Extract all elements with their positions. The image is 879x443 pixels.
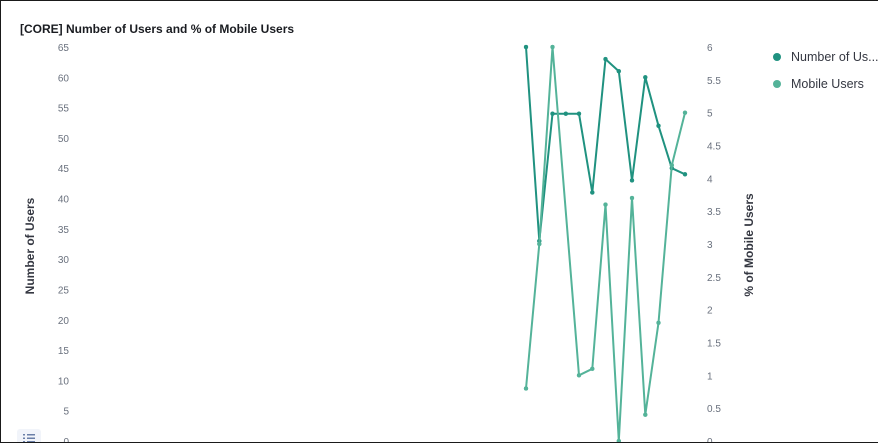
- data-point[interactable]: [604, 57, 608, 61]
- left-axis-ticks: 0 5 10 15 20 25 30 35 40 45 50 55 60 65: [58, 43, 70, 443]
- data-point[interactable]: [551, 112, 555, 116]
- right-axis-ticks: 0 0.5 1 1.5 2 2.5 3 3.5 4 4.5 5 5.5 6: [707, 43, 721, 443]
- data-point[interactable]: [657, 124, 661, 128]
- data-point[interactable]: [670, 163, 674, 167]
- data-point[interactable]: [537, 242, 541, 246]
- data-point[interactable]: [683, 172, 687, 176]
- right-tick-label: 1.5: [707, 339, 721, 350]
- series-line-mobile-users: [526, 47, 685, 441]
- right-tick-label: 0: [707, 437, 713, 443]
- right-tick-label: 6: [707, 43, 713, 54]
- data-point[interactable]: [590, 191, 594, 195]
- left-tick-label: 20: [58, 316, 70, 327]
- left-axis-title: Number of Users: [23, 197, 37, 294]
- right-tick-label: 2.5: [707, 273, 721, 284]
- data-point[interactable]: [524, 45, 528, 49]
- left-tick-label: 65: [58, 43, 70, 54]
- right-tick-label: 4: [707, 174, 713, 185]
- data-point[interactable]: [643, 413, 647, 417]
- right-tick-label: 1: [707, 371, 713, 382]
- data-point[interactable]: [577, 112, 581, 116]
- data-point[interactable]: [630, 196, 634, 200]
- left-tick-label: 45: [58, 164, 70, 175]
- data-point[interactable]: [577, 373, 581, 377]
- data-point[interactable]: [617, 439, 621, 443]
- data-point[interactable]: [683, 111, 687, 115]
- right-tick-label: 5: [707, 109, 713, 120]
- left-tick-label: 60: [58, 73, 70, 84]
- right-tick-label: 5.5: [707, 76, 721, 87]
- right-tick-label: 3: [707, 240, 713, 251]
- left-tick-label: 35: [58, 225, 70, 236]
- data-point[interactable]: [643, 75, 647, 79]
- left-tick-label: 40: [58, 195, 70, 206]
- list-icon: [23, 433, 35, 443]
- left-tick-label: 15: [58, 346, 70, 357]
- right-tick-label: 4.5: [707, 142, 721, 153]
- data-point[interactable]: [604, 203, 608, 207]
- data-point[interactable]: [657, 321, 661, 325]
- right-tick-label: 2: [707, 306, 713, 317]
- data-point[interactable]: [630, 178, 634, 182]
- legend-item-mobile-users[interactable]: Mobile Users: [773, 74, 878, 94]
- data-point[interactable]: [564, 112, 568, 116]
- data-point[interactable]: [590, 367, 594, 371]
- legend-toggle-button[interactable]: [17, 429, 41, 443]
- legend-item-number-of-users[interactable]: Number of Us...: [773, 47, 878, 67]
- data-point[interactable]: [551, 45, 555, 49]
- data-point[interactable]: [617, 69, 621, 73]
- left-tick-label: 25: [58, 285, 70, 296]
- legend-label: Mobile Users: [791, 77, 864, 91]
- left-tick-label: 55: [58, 104, 70, 115]
- legend-dot-icon: [773, 80, 781, 88]
- series-layer: [524, 45, 687, 443]
- legend-dot-icon: [773, 53, 781, 61]
- right-tick-label: 0.5: [707, 404, 721, 415]
- left-tick-label: 5: [63, 407, 69, 418]
- left-tick-label: 0: [63, 437, 69, 443]
- left-tick-label: 50: [58, 134, 70, 145]
- left-tick-label: 30: [58, 255, 70, 266]
- data-point[interactable]: [524, 387, 528, 391]
- left-tick-label: 10: [58, 376, 70, 387]
- right-axis-title: % of Mobile Users: [742, 193, 756, 297]
- right-tick-label: 3.5: [707, 207, 721, 218]
- legend: Number of Us... Mobile Users: [773, 47, 878, 101]
- legend-label: Number of Us...: [791, 50, 878, 64]
